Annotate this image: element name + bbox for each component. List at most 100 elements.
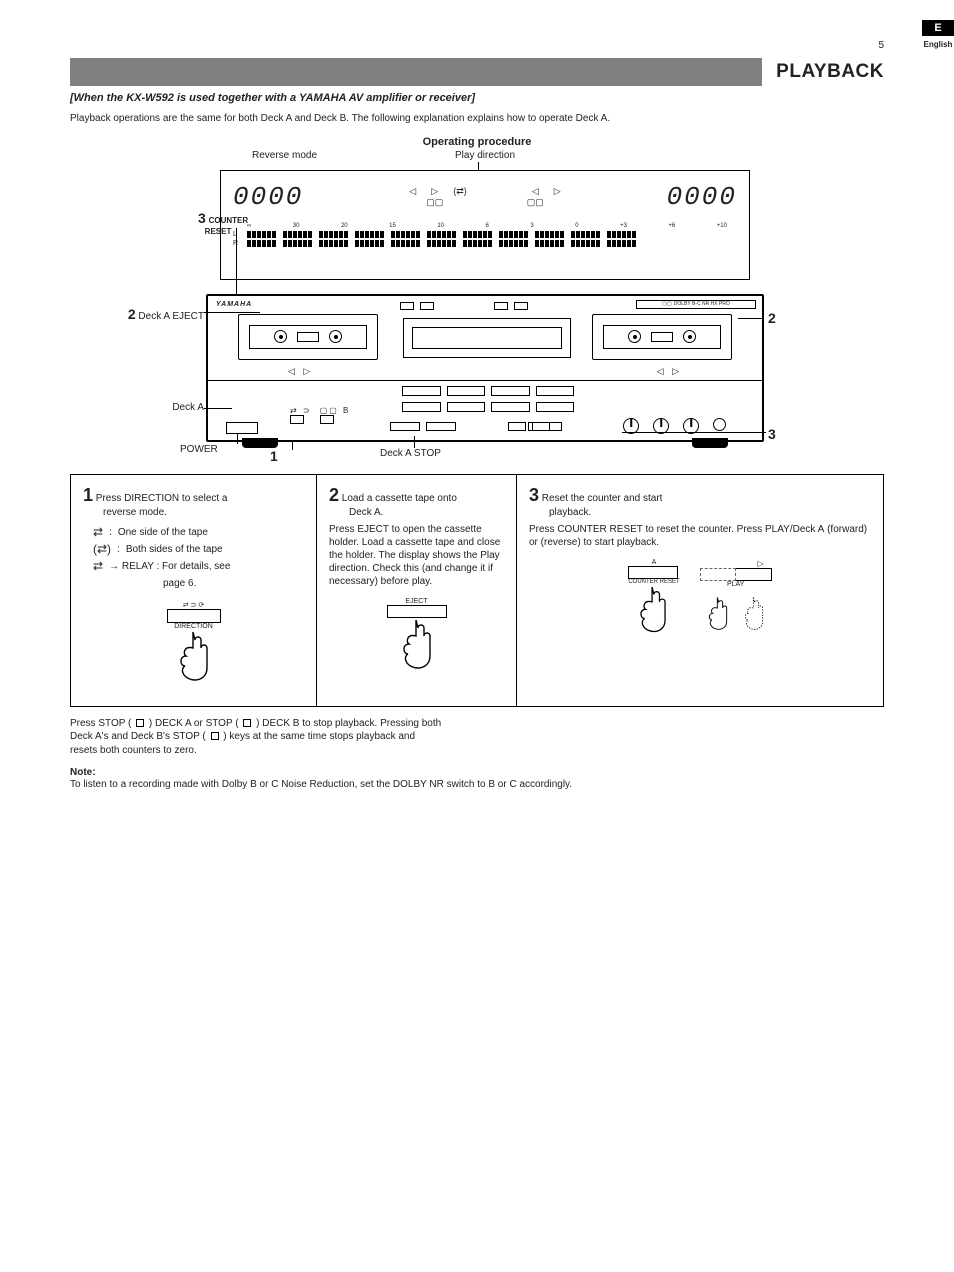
step-1-graphic: ⇄ ⊃ ⟳ DIRECTION (83, 601, 304, 690)
small-label: ▢▢ B (320, 406, 351, 415)
step-3-body-1: counter. Press PLAY/Deck A (698, 524, 824, 535)
dolby-text: DOLBY B-C NR HX PRO (674, 301, 730, 307)
callout-num: 2 (128, 306, 136, 322)
leader-line (236, 228, 237, 300)
top-btn[interactable] (514, 302, 528, 310)
ff-a-button[interactable] (447, 386, 486, 396)
foot (692, 438, 728, 448)
relay-icon: ⇄ (93, 560, 103, 572)
callout-2-eject: 2 Deck A EJECT (104, 306, 204, 322)
rec-button[interactable] (536, 402, 575, 412)
hand-icon (387, 618, 447, 678)
mode-label: → RELAY : For details, see (109, 559, 230, 574)
scale-val: 6 (486, 223, 489, 229)
display-mid-icons: ◁ ▷▢▢ (⇄) ◁▢▢ ▷ (409, 187, 560, 207)
hand-icon (628, 585, 678, 641)
intro-line: Playback operations are the same for bot… (70, 112, 884, 126)
step-2-body-1: holder. Load a cassette tape and (329, 537, 474, 548)
scale-val: 20 (341, 223, 348, 229)
step-2-head: Load a cassette tape onto (342, 493, 457, 504)
callout-stop-a: Deck A STOP (380, 448, 441, 459)
leader-line (204, 408, 232, 409)
step-3-tail: playback. (549, 507, 591, 518)
dir-right-a-icon: ▷ (431, 187, 438, 196)
cassette-holder-b[interactable] (592, 314, 732, 360)
dubbing-button[interactable] (528, 422, 562, 431)
callout-2-right: 2 (768, 310, 776, 326)
stop-a-button[interactable] (402, 402, 441, 412)
step-2-tail: Deck A. (349, 507, 383, 518)
reverse-mode-icon: (⇄) (453, 187, 467, 196)
rewind-a-button[interactable] (402, 386, 441, 396)
side-tab: E English (922, 20, 954, 49)
top-btn[interactable] (400, 302, 414, 310)
bottom-buttons-1 (390, 422, 456, 431)
step-3-play-label: PLAY (700, 581, 772, 588)
stop-text: Deck A's and Deck B's STOP ( (70, 731, 206, 742)
power-button[interactable] (226, 422, 258, 434)
play-a-rev-button[interactable] (390, 422, 420, 431)
stop-text: ) DECK A or STOP ( (149, 718, 239, 729)
step-3-body-3: playback. (617, 537, 659, 548)
pause-button[interactable] (491, 402, 530, 412)
meter-r-row: R (233, 240, 737, 247)
stop-icon (243, 719, 251, 727)
step-3-body-0: Press COUNTER RESET to reset the (529, 524, 696, 535)
step-3-left-label: COUNTER RESET (628, 579, 679, 585)
mode-label: Both sides of the tape (126, 542, 223, 557)
leader-line (738, 318, 764, 319)
step-2-body-0: Press EJECT to open the cassette (329, 524, 482, 535)
single-side-icon: ⇄ (93, 526, 103, 538)
both-sides-icon: (⇄) (93, 543, 111, 555)
stop-b-button[interactable] (447, 402, 486, 412)
tape-window (651, 332, 673, 342)
play-a-fwd-button[interactable] (426, 422, 456, 431)
scale-val: 30 (293, 223, 300, 229)
reel-icon (628, 330, 641, 343)
play-rev-button-graphic (700, 568, 736, 581)
meter-scale-labels: ∞ 30 20 15 10 6 3 0 +3 +6 +10 (247, 223, 727, 229)
callout-3-counter: 3 COUNTER RESET (198, 210, 248, 237)
top-btn[interactable] (420, 302, 434, 310)
callout-power: POWER (180, 444, 218, 455)
hand-icon (167, 630, 221, 690)
small-label: ⇄ ⊃ (290, 406, 312, 415)
leader-line (622, 432, 766, 433)
step-1-tail: reverse mode. (103, 507, 167, 518)
mode-label: One side of the tape (118, 525, 208, 540)
header-gray-strip (70, 58, 762, 86)
tape-window (297, 332, 319, 342)
step-1: 1 Press DIRECTION to select a reverse mo… (71, 475, 317, 706)
transport-row-2 (402, 402, 574, 412)
top-btn[interactable] (494, 302, 508, 310)
sub-heading-text: [When the KX-W592 is used together with … (70, 92, 475, 104)
foot (242, 438, 278, 448)
phones-jack[interactable] (713, 418, 726, 431)
callout-3-num: 3 (198, 210, 206, 226)
step-3: 3 Reset the counter and start playback. … (517, 475, 883, 706)
leader-line (237, 434, 238, 444)
step-1-btn-icons: ⇄ ⊃ ⟳ (167, 601, 221, 609)
leader-line (414, 436, 415, 448)
ff-b-button[interactable] (536, 386, 575, 396)
callout-1-bottom: 1 (270, 448, 278, 464)
stop-text: resets both counters to zero. (70, 745, 197, 756)
rewind-b-button[interactable] (491, 386, 530, 396)
direction-button-graphic (167, 609, 221, 623)
step-2-graphic: EJECT (329, 598, 504, 678)
brand-label: YAMAHA (216, 301, 252, 308)
reel-icon (329, 330, 342, 343)
counter-a: 0000 (233, 182, 303, 212)
play-b-rev-button[interactable] (508, 422, 526, 431)
page-number: 5 (878, 40, 884, 51)
device-diagram: Reverse mode Play direction 0000 ◁ ▷▢▢ (… (70, 154, 884, 464)
callout-3-label: COUNTER RESET (198, 216, 248, 236)
cassette-holder-a[interactable] (238, 314, 378, 360)
procedure-title: Operating procedure (70, 136, 884, 148)
meter-segments-r (247, 240, 737, 247)
direction-button[interactable] (290, 415, 304, 424)
dolby-nr-button[interactable] (320, 415, 334, 424)
transport-row-1 (402, 386, 574, 396)
step-3-left-a: A (628, 559, 679, 566)
scale-val: +3 (620, 223, 627, 229)
